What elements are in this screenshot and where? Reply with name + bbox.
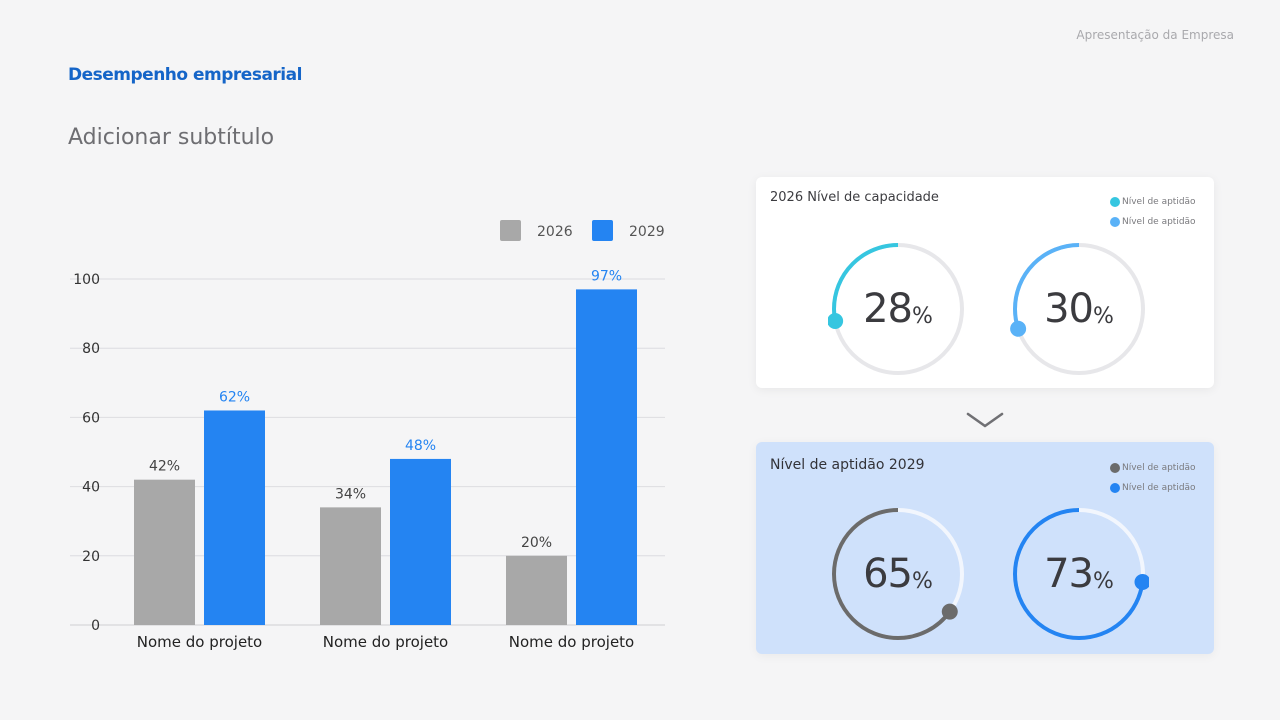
- legend-label: Nível de aptidão: [1122, 197, 1196, 207]
- gauge-number: 28: [863, 286, 913, 332]
- gauge-value: 65%: [828, 504, 968, 644]
- y-tick-label: 60: [82, 410, 100, 426]
- y-tick-label: 80: [82, 341, 100, 357]
- gauge-ring: [1010, 243, 1145, 375]
- x-category-label: Nome do projeto: [509, 633, 634, 651]
- y-tick-label: 0: [91, 618, 100, 634]
- gauge: 65%: [828, 504, 968, 644]
- legend-label: Nível de aptidão: [1122, 217, 1196, 227]
- page-subtitle: Adicionar subtítulo: [68, 125, 275, 150]
- bar-2026: [134, 479, 195, 625]
- gauge-number: 65: [863, 551, 913, 597]
- gauge-unit: %: [912, 568, 933, 594]
- gauge-ring: [832, 508, 964, 640]
- legend-label: Nível de aptidão: [1122, 483, 1196, 493]
- y-tick-label: 20: [82, 549, 100, 565]
- gauge-end-dot: [941, 603, 958, 620]
- bar-chart: 0 20 40 60 80 100 42% 62% Nome do projeto 34% 48% N…: [70, 220, 665, 651]
- bar-2026: [320, 507, 381, 625]
- y-tick-label: 40: [82, 480, 100, 496]
- card-title: Nível de aptidão 2029: [770, 457, 925, 473]
- x-category-label: Nome do projeto: [137, 633, 262, 651]
- legend-dot: [1110, 463, 1120, 473]
- gauge-arc: [832, 508, 964, 640]
- card-legend: Nível de aptidão Nível de aptidão: [1110, 192, 1196, 232]
- gauge: 28%: [828, 239, 968, 379]
- gauge: 73%: [1009, 504, 1149, 644]
- gauge-unit: %: [1093, 303, 1114, 329]
- data-label: 20%: [521, 535, 552, 551]
- gauge-unit: %: [1093, 568, 1114, 594]
- gauge-value: 73%: [1009, 504, 1149, 644]
- chevron-down-icon: [966, 412, 1004, 428]
- bar-2026: [506, 555, 567, 625]
- gauge-number: 73: [1044, 551, 1094, 597]
- gauge-value: 30%: [1009, 239, 1149, 379]
- bar-2029: [390, 458, 451, 625]
- gauge-end-dot: [828, 312, 844, 329]
- bar-2029: [576, 289, 637, 625]
- brand-text: Apresentação da Empresa: [1076, 28, 1234, 42]
- data-label: 48%: [405, 438, 436, 454]
- gauge-arc: [1013, 243, 1145, 375]
- bar-2029: [204, 410, 265, 625]
- legend-item: Nível de aptidão: [1110, 212, 1196, 232]
- legend-dot: [1110, 483, 1120, 493]
- card-legend: Nível de aptidão Nível de aptidão: [1110, 458, 1196, 498]
- data-label: 42%: [149, 459, 180, 475]
- y-tick-label: 100: [73, 272, 100, 288]
- legend-swatch: [592, 220, 613, 241]
- gauge-end-dot: [1010, 320, 1027, 337]
- legend-item: Nível de aptidão: [1110, 458, 1196, 478]
- gauge-arc: [832, 243, 964, 375]
- capacity-card-2026: 2026 Nível de capacidade Nível de aptidã…: [756, 177, 1214, 388]
- gauge-value: 28%: [828, 239, 968, 379]
- page-title: Desempenho empresarial: [68, 65, 302, 85]
- legend-label: 2026: [537, 224, 573, 240]
- gauge-unit: %: [912, 303, 933, 329]
- data-label: 97%: [591, 268, 622, 284]
- legend-item: Nível de aptidão: [1110, 478, 1196, 498]
- gauge-arc: [1013, 508, 1145, 640]
- legend-label: 2029: [629, 224, 665, 240]
- legend-swatch: [500, 220, 521, 241]
- gauge: 30%: [1009, 239, 1149, 379]
- gauge-ring: [828, 243, 964, 375]
- legend-label: Nível de aptidão: [1122, 463, 1196, 473]
- data-label: 34%: [335, 486, 366, 502]
- data-label: 62%: [219, 389, 250, 405]
- gauge-ring: [1013, 508, 1149, 640]
- x-category-label: Nome do projeto: [323, 633, 448, 651]
- legend-item: Nível de aptidão: [1110, 192, 1196, 212]
- gauge-end-dot: [1134, 574, 1149, 591]
- legend-dot: [1110, 217, 1120, 227]
- aptitude-card-2029: Nível de aptidão 2029 Nível de aptidão N…: [756, 442, 1214, 654]
- gauge-number: 30: [1044, 286, 1094, 332]
- card-title: 2026 Nível de capacidade: [770, 190, 939, 205]
- legend-dot: [1110, 197, 1120, 207]
